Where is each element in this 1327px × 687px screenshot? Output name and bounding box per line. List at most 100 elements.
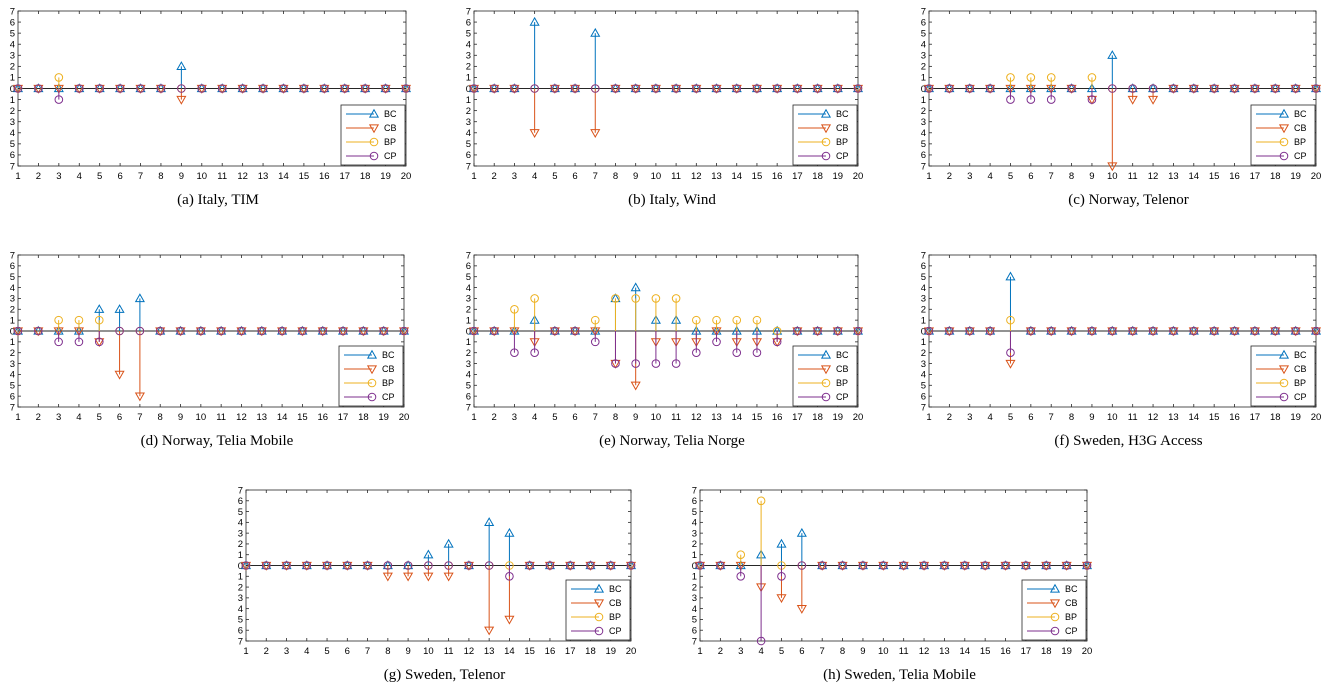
marker-cp	[793, 84, 802, 93]
y-tick-label: 2	[10, 305, 15, 316]
marker-bc	[236, 325, 247, 335]
marker-bp	[94, 315, 104, 325]
x-tick-label: 11	[671, 171, 681, 182]
marker-bc	[134, 293, 145, 303]
y-tick-label: 5	[921, 381, 926, 392]
x-tick-label: 20	[401, 171, 412, 182]
marker-cb	[134, 392, 145, 402]
y-tick-label: 2	[466, 305, 471, 316]
marker-bp	[54, 73, 64, 82]
legend: BC CB BP CP	[340, 104, 406, 166]
marker-cp	[1291, 326, 1300, 336]
marker-cp	[34, 326, 43, 336]
marker-cp	[1087, 95, 1097, 104]
x-tick-label: 1	[243, 646, 248, 657]
marker-cp	[833, 326, 843, 336]
marker-bp	[631, 294, 640, 303]
marker-cp	[525, 561, 534, 570]
y-tick-label: 6	[921, 261, 926, 272]
legend-marker	[369, 151, 379, 161]
marker-cb	[852, 327, 864, 337]
y-tick-label: 5	[466, 381, 471, 392]
legend-label: BC	[609, 584, 622, 594]
x-tick-label: 5	[552, 412, 557, 423]
marker-cb	[256, 327, 267, 337]
marker-cb	[1086, 327, 1098, 337]
marker-cb	[216, 327, 227, 337]
marker-bp	[736, 550, 746, 560]
x-tick-label: 7	[593, 171, 598, 182]
y-tick-label: 2	[921, 305, 926, 316]
marker-bc	[1066, 83, 1077, 93]
marker-cp	[322, 561, 332, 570]
x-tick-label: 3	[284, 646, 289, 657]
marker-bp	[756, 496, 766, 506]
marker-bc	[33, 325, 44, 335]
marker-cb	[544, 561, 556, 571]
marker-cb	[12, 327, 24, 337]
marker-bc	[524, 560, 535, 570]
x-tick-label: 18	[358, 412, 369, 423]
marker-cp	[238, 84, 247, 93]
marker-cb	[484, 626, 495, 636]
legend-label: BP	[382, 378, 394, 388]
series-cb	[12, 84, 412, 105]
marker-bp	[590, 315, 600, 325]
marker-cb	[33, 327, 44, 337]
marker-cb	[358, 327, 369, 337]
legend-marker	[820, 365, 832, 375]
marker-cp	[94, 337, 104, 347]
marker-cp	[626, 561, 636, 570]
marker-cb	[549, 327, 560, 337]
marker-cp	[95, 84, 104, 93]
y-tick-label: 1	[10, 73, 15, 84]
marker-cb	[468, 84, 480, 94]
marker-bc	[549, 325, 560, 335]
marker-bc	[301, 560, 312, 570]
legend-marker	[594, 612, 604, 622]
x-tick-label: 20	[399, 412, 410, 423]
marker-cp	[343, 561, 352, 570]
marker-cp	[570, 326, 580, 336]
x-tick-label: 15	[752, 171, 763, 182]
legend-box	[1250, 104, 1316, 166]
legend-box	[565, 579, 631, 641]
marker-cb	[257, 84, 269, 94]
legend-label: BP	[609, 612, 621, 622]
marker-cp	[115, 326, 124, 336]
marker-bc	[1127, 325, 1138, 335]
legend-label: CP	[1065, 626, 1078, 636]
y-tick-label: 7	[10, 402, 15, 413]
marker-bc	[360, 83, 371, 93]
marker-bc	[1005, 271, 1016, 281]
x-tick-label: 16	[1229, 171, 1240, 182]
marker-cp	[505, 571, 514, 581]
marker-cb	[468, 327, 480, 337]
legend-label: CP	[609, 626, 622, 636]
legend-box	[792, 104, 858, 166]
marker-cp	[736, 571, 746, 581]
y-tick-label: 0	[921, 84, 926, 95]
marker-cb	[852, 84, 864, 94]
y-tick-label: 1	[238, 572, 243, 583]
legend-marker	[593, 583, 605, 593]
marker-cp	[1169, 326, 1178, 336]
x-tick-label: 5	[97, 412, 102, 423]
y-tick-label: 2	[921, 62, 926, 73]
marker-bc	[423, 549, 434, 559]
subplot-caption: (c) Norway, Telenor	[1068, 192, 1189, 208]
marker-cb	[792, 84, 803, 94]
x-tick-label: 11	[671, 412, 681, 423]
marker-bc	[812, 83, 823, 93]
x-tick-label: 19	[833, 171, 844, 182]
marker-bc	[671, 83, 682, 93]
marker-bc	[317, 325, 328, 335]
marker-cp	[489, 84, 499, 93]
x-tick-label: 12	[691, 171, 702, 182]
legend-marker	[1278, 365, 1290, 375]
marker-bc	[832, 325, 843, 335]
marker-cb	[380, 84, 391, 94]
x-tick-label: 19	[1290, 412, 1301, 423]
x-tick-label: 4	[987, 171, 992, 182]
marker-cp	[74, 84, 84, 93]
